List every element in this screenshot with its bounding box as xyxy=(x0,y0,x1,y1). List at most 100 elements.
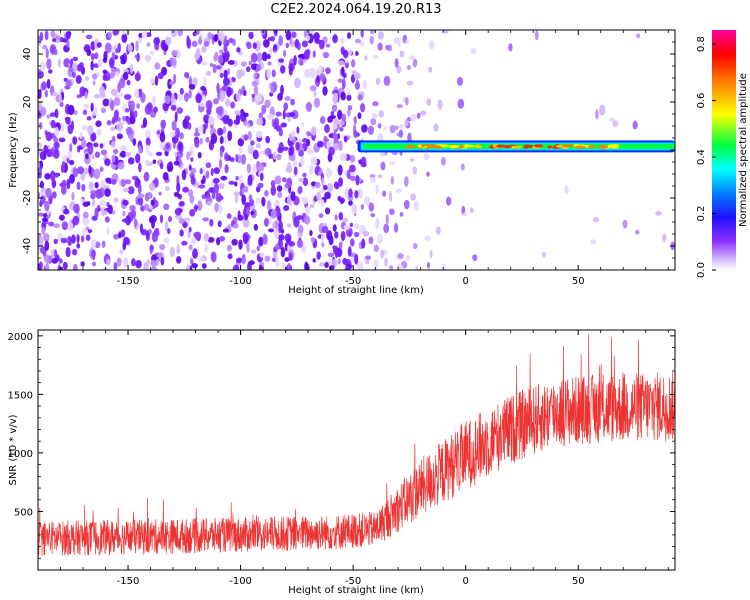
heatmap-cell xyxy=(293,77,301,89)
heatmap-cell xyxy=(278,58,285,63)
heatmap-cell xyxy=(190,157,194,162)
heatmap-cell xyxy=(292,159,298,168)
heatmap-cell xyxy=(199,137,204,145)
heatmap-cell xyxy=(235,257,243,264)
heatmap-cell xyxy=(94,151,101,158)
heatmap-cell xyxy=(244,201,252,211)
heatmap-cell xyxy=(316,75,320,83)
heatmap-cell xyxy=(534,30,539,41)
snr-y-axis: 500 1000 1500 2000 xyxy=(8,332,675,559)
heatmap-cell xyxy=(283,102,289,111)
heatmap-cell xyxy=(212,63,217,74)
heatmap-cell xyxy=(202,94,206,103)
heatmap-cell xyxy=(82,201,90,207)
heatmap-cell xyxy=(146,54,150,64)
heatmap-cell xyxy=(350,256,356,263)
heatmap-cell xyxy=(46,78,51,89)
heatmap-cell xyxy=(255,142,261,149)
heatmap-cell xyxy=(472,254,478,262)
heatmap-cell xyxy=(59,214,65,221)
heatmap-cell xyxy=(389,265,394,270)
heatmap-cell xyxy=(389,161,395,166)
heatmap-cell xyxy=(238,144,243,154)
heatmap-cell xyxy=(304,215,311,225)
heatmap-cell xyxy=(122,199,129,206)
heatmap-cell xyxy=(346,94,352,101)
heatmap-cell xyxy=(110,59,115,65)
heatmap-cell xyxy=(283,49,287,58)
heatmap-cell xyxy=(86,116,92,121)
heatmap-cell xyxy=(94,207,99,219)
heatmap-cell xyxy=(112,210,116,215)
heatmap-cell xyxy=(58,137,66,143)
heatmap-cell xyxy=(332,131,337,141)
heatmap-cell xyxy=(350,170,356,177)
heatmap-cell xyxy=(102,98,110,107)
heatmap-cell xyxy=(176,244,180,255)
heatmap-cell xyxy=(270,85,274,95)
heatmap-cell xyxy=(218,204,223,215)
heatmap-cell xyxy=(276,185,283,192)
heatmap-cell xyxy=(280,122,288,128)
heatmap-cell xyxy=(90,132,97,142)
heatmap-cell xyxy=(173,73,177,84)
heatmap-cell xyxy=(72,56,79,62)
heatmap-cell xyxy=(54,108,59,119)
heatmap-cell xyxy=(135,153,141,164)
heatmap-cell xyxy=(342,72,347,79)
heatmap-cell xyxy=(634,229,640,235)
heatmap-cell xyxy=(248,31,254,40)
heatmap-cell xyxy=(284,96,291,101)
heatmap-cell xyxy=(251,81,258,87)
heatmap-cell xyxy=(116,133,124,140)
heatmap-cell xyxy=(298,177,304,183)
heatmap-cell xyxy=(238,239,243,250)
heatmap-cell xyxy=(44,172,51,180)
heatmap-cell xyxy=(218,158,223,169)
heatmap-cell xyxy=(135,259,142,269)
heatmap-cell xyxy=(370,176,376,183)
heatmap-cell xyxy=(266,200,272,211)
heatmap-cell xyxy=(304,68,311,79)
heatmap-cell xyxy=(189,208,196,217)
heatmap-cell xyxy=(344,187,350,198)
heatmap-cell xyxy=(327,252,335,258)
heatmap-cell xyxy=(337,258,341,265)
heatmap-cell xyxy=(80,197,84,204)
snr-panel: -150 -100 -50 0 50 500 1000 1500 2000 Height of… xyxy=(8,329,676,596)
heatmap-cell xyxy=(246,42,252,50)
heatmap-cell xyxy=(124,108,130,113)
heatmap-cell xyxy=(371,113,378,119)
heatmap-cell xyxy=(69,142,73,153)
heatmap-cell xyxy=(110,88,118,96)
heatmap-cell xyxy=(383,125,387,130)
heatmap-cell xyxy=(332,106,338,111)
heatmap-cell xyxy=(215,192,223,203)
heatmap-cell xyxy=(120,150,127,158)
heatmap-cell xyxy=(347,246,352,257)
heatmap-cell xyxy=(145,129,151,138)
heatmap-cell xyxy=(40,195,46,205)
heatmap-cell xyxy=(328,265,335,270)
heatmap-cell xyxy=(91,154,95,160)
heatmap-cell xyxy=(203,76,207,86)
heatmap-cell xyxy=(202,90,206,96)
heatmap-cell xyxy=(228,180,235,185)
heatmap-cell xyxy=(170,104,177,111)
heatmap-cell xyxy=(283,204,290,211)
heatmap-cell xyxy=(399,212,404,217)
heatmap-cell xyxy=(250,140,255,146)
heatmap-cell xyxy=(197,200,203,212)
heatmap-cell xyxy=(595,109,599,120)
heatmap-cell xyxy=(372,101,379,107)
heatmap-cell xyxy=(272,44,278,51)
heatmap-cell xyxy=(287,262,291,270)
heatmap-cell xyxy=(120,144,127,153)
heatmap-cell xyxy=(80,138,87,149)
heatmap-cell xyxy=(111,154,116,163)
heatmap-cell xyxy=(253,72,258,78)
heatmap-cell xyxy=(92,80,96,86)
heatmap-cell xyxy=(322,51,330,59)
heatmap-cell xyxy=(59,122,65,133)
heatmap-cell xyxy=(81,183,86,192)
